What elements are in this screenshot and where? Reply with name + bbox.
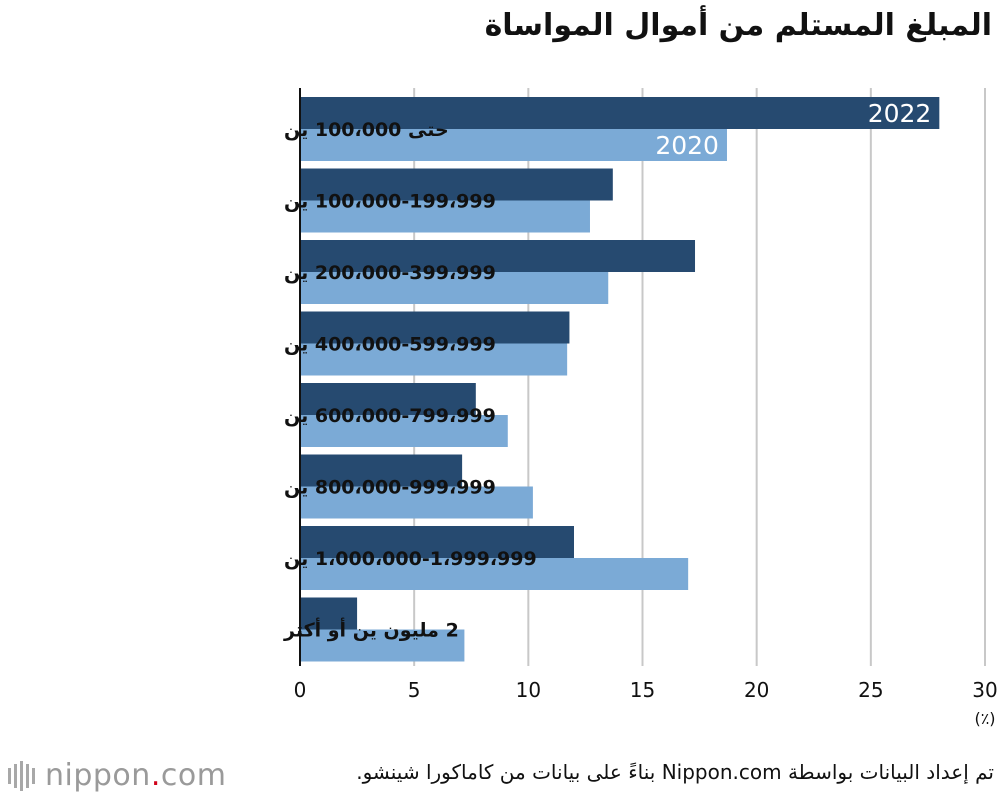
category-label-0: حتى 100،000 ين: [284, 119, 449, 141]
bar-2022-4: [300, 383, 476, 415]
series-label-2020: 2020: [655, 131, 719, 160]
category-label-7: 2 مليون ين أو أكثر: [283, 618, 459, 642]
category-label-6: 1،000،000-1،999،999 ين: [284, 548, 537, 570]
category-label-4: 600،000-799،999 ين: [284, 405, 496, 427]
x-tick-label-20: 20: [744, 678, 769, 702]
bar-2020-3: [300, 343, 568, 376]
x-axis-unit-label: (٪): [974, 709, 995, 728]
bar-2020-6: [300, 558, 689, 590]
bars-layer: [300, 97, 940, 662]
bar-2022-3: [300, 311, 570, 344]
x-tick-label-10: 10: [516, 678, 541, 702]
category-label-1: 100،000-199،999 ين: [284, 191, 496, 213]
bar-2020-2: [300, 272, 609, 304]
nippon-logo-mark-icon: [8, 760, 35, 791]
x-tick-label-0: 0: [294, 678, 307, 702]
bar-2022-2: [300, 240, 696, 272]
axis-layer: 0 5 10 15 20 25 30 (٪): [294, 88, 998, 728]
bar-2020-4: [300, 415, 508, 447]
chart-title: المبلغ المستلم من أموال المواساة: [484, 8, 992, 43]
labels-layer: 2022 2020 حتى 100،000 ين 100،000-199،999 ين…: [283, 99, 931, 642]
x-tick-label-30: 30: [972, 678, 997, 702]
bar-2020-1: [300, 200, 590, 233]
bar-2022-7: [300, 597, 358, 630]
bar-2022-1: [300, 168, 613, 201]
source-note: تم إعداد البيانات بواسطة Nippon.com بناء…: [356, 760, 994, 784]
bar-2020-5: [300, 486, 533, 519]
bar-2022-5: [300, 454, 463, 487]
bar-2022-0: [300, 97, 940, 129]
nippon-logo-text: nippon.com: [45, 758, 227, 793]
nippon-logo: nippon.com: [8, 758, 226, 793]
series-label-2022: 2022: [868, 99, 932, 128]
x-tick-label-5: 5: [408, 678, 421, 702]
bar-2020-7: [300, 629, 465, 662]
category-label-3: 400،000-599،999 ين: [284, 334, 496, 356]
category-label-2: 200،000-399،999 ين: [284, 262, 496, 284]
bar-2020-0: [300, 129, 727, 161]
footer: nippon.com تم إعداد البيانات بواسطة Nipp…: [0, 752, 1000, 796]
category-label-5: 800،000-999،999 ين: [284, 477, 496, 499]
x-tick-label-15: 15: [630, 678, 655, 702]
bar-2022-6: [300, 526, 574, 558]
x-tick-label-25: 25: [858, 678, 883, 702]
